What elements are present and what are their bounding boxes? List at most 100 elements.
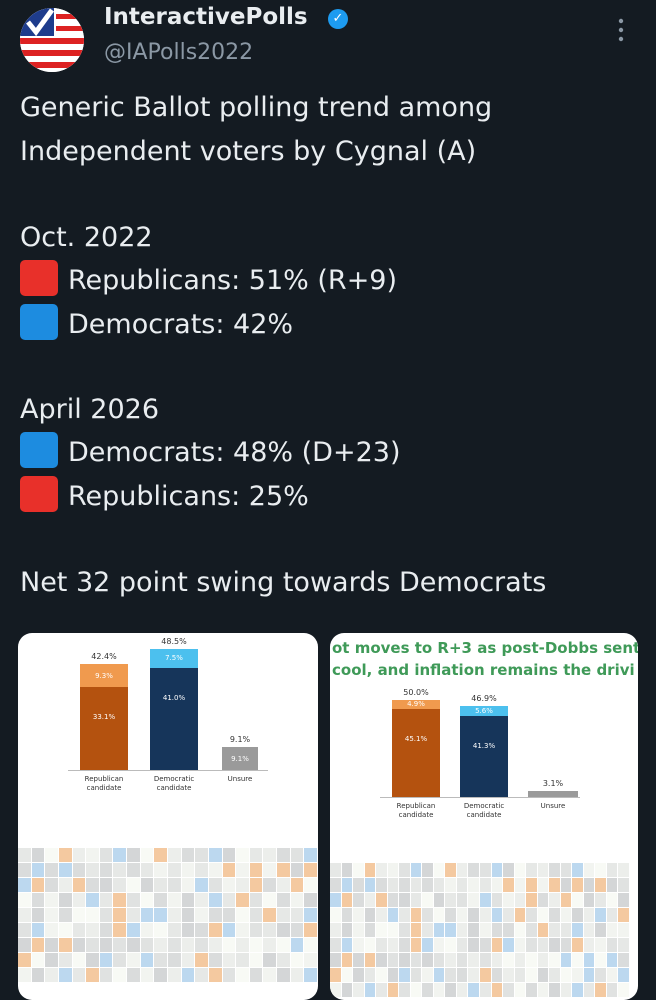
- table-cell: [480, 968, 491, 982]
- table-cell: [140, 893, 154, 907]
- table-cell: [387, 938, 399, 952]
- table-cell: [208, 893, 222, 907]
- table-cell: [99, 938, 113, 952]
- table-cell: [181, 833, 195, 847]
- table-cell: [480, 833, 491, 847]
- table-cell: [58, 908, 72, 922]
- table-cell: [445, 833, 456, 847]
- table-cell: [72, 953, 86, 967]
- table-cell: [277, 848, 290, 862]
- table-cell: [18, 833, 31, 847]
- table-cell: [480, 878, 491, 892]
- table-cell: [45, 908, 58, 922]
- axis-line: [68, 770, 268, 771]
- table-cell: [422, 908, 433, 922]
- bar-segment: [150, 648, 198, 668]
- more-menu[interactable]: [618, 18, 624, 42]
- table-cell: [572, 848, 583, 862]
- avatar[interactable]: [20, 8, 84, 72]
- table-cell: [468, 923, 479, 937]
- table-cell: [72, 818, 86, 832]
- table-cell: [86, 953, 99, 967]
- table-cell: [86, 848, 99, 862]
- table-cell: [526, 893, 537, 907]
- table-cell: [491, 938, 503, 952]
- table-cell: [410, 908, 422, 922]
- table-cell: [514, 878, 526, 892]
- table-cell: [364, 848, 376, 862]
- table-cell: [376, 908, 387, 922]
- table-cell: [127, 968, 140, 982]
- table-cell: [263, 833, 277, 847]
- table-cell: [86, 938, 99, 952]
- table-cell: [127, 923, 140, 937]
- table-cell: [222, 908, 236, 922]
- table-cell: [208, 863, 222, 877]
- table-cell: [618, 983, 629, 997]
- table-cell: [410, 848, 422, 862]
- table-cell: [537, 833, 549, 847]
- table-cell: [618, 908, 629, 922]
- table-cell: [72, 938, 86, 952]
- table-cell: [341, 878, 353, 892]
- table-cell: [277, 908, 290, 922]
- table-cell: [572, 893, 583, 907]
- table-cell: [364, 953, 376, 967]
- table-cell: [595, 833, 606, 847]
- table-cell: [113, 968, 127, 982]
- table-cell: [208, 908, 222, 922]
- table-cell: [583, 908, 595, 922]
- table-cell: [399, 968, 410, 982]
- table-cell: [595, 863, 606, 877]
- segment-label: 9.1%: [231, 754, 249, 763]
- table-cell: [168, 968, 181, 982]
- table-cell: [456, 953, 468, 967]
- handle[interactable]: @IAPolls2022: [104, 40, 254, 65]
- media-image[interactable]: 33.1% 9.3% 42.4% Republican candidate 41.0% 7…: [18, 633, 318, 1000]
- table-cell: [468, 848, 479, 862]
- table-cell: [387, 968, 399, 982]
- table-cell: [168, 833, 181, 847]
- table-cell: [45, 863, 58, 877]
- table-cell: [422, 923, 433, 937]
- segment-label: 7.5%: [165, 654, 183, 663]
- table-cell: [376, 878, 387, 892]
- table-cell: [154, 863, 167, 877]
- table-cell: [606, 923, 618, 937]
- table-cell: [549, 923, 560, 937]
- table-cell: [304, 818, 317, 832]
- table-cell: [433, 878, 445, 892]
- table-cell: [526, 908, 537, 922]
- table-cell: [304, 848, 317, 862]
- total-label: 42.4%: [91, 652, 117, 661]
- table-cell: [491, 908, 503, 922]
- table-cell: [181, 893, 195, 907]
- category-label: Democratic candidate: [153, 775, 195, 792]
- table-cell: [99, 908, 113, 922]
- table-cell: [208, 833, 222, 847]
- table-cell: [290, 833, 304, 847]
- table-cell: [422, 968, 433, 982]
- table-cell: [140, 848, 154, 862]
- verified-badge: ✓: [328, 9, 348, 29]
- table-cell: [72, 908, 86, 922]
- table-cell: [249, 923, 263, 937]
- table-cell: [304, 833, 317, 847]
- table-cell: [560, 968, 572, 982]
- table-cell: [113, 818, 127, 832]
- table-cell: [72, 848, 86, 862]
- table-cell: [140, 818, 154, 832]
- table-cell: [31, 833, 45, 847]
- table-cell: [290, 953, 304, 967]
- segment-label: 33.1%: [92, 713, 116, 722]
- table-cell: [514, 848, 526, 862]
- display-name[interactable]: InteractivePolls: [104, 4, 308, 30]
- table-cell: [606, 833, 618, 847]
- table-cell: [330, 923, 341, 937]
- table-cell: [353, 953, 364, 967]
- table-cell: [113, 833, 127, 847]
- category-label: Unsure: [540, 802, 566, 810]
- media-image[interactable]: ot moves to R+3 as post-Dobbs sent cool, …: [330, 633, 638, 1000]
- table-cell: [537, 863, 549, 877]
- table-cell: [376, 953, 387, 967]
